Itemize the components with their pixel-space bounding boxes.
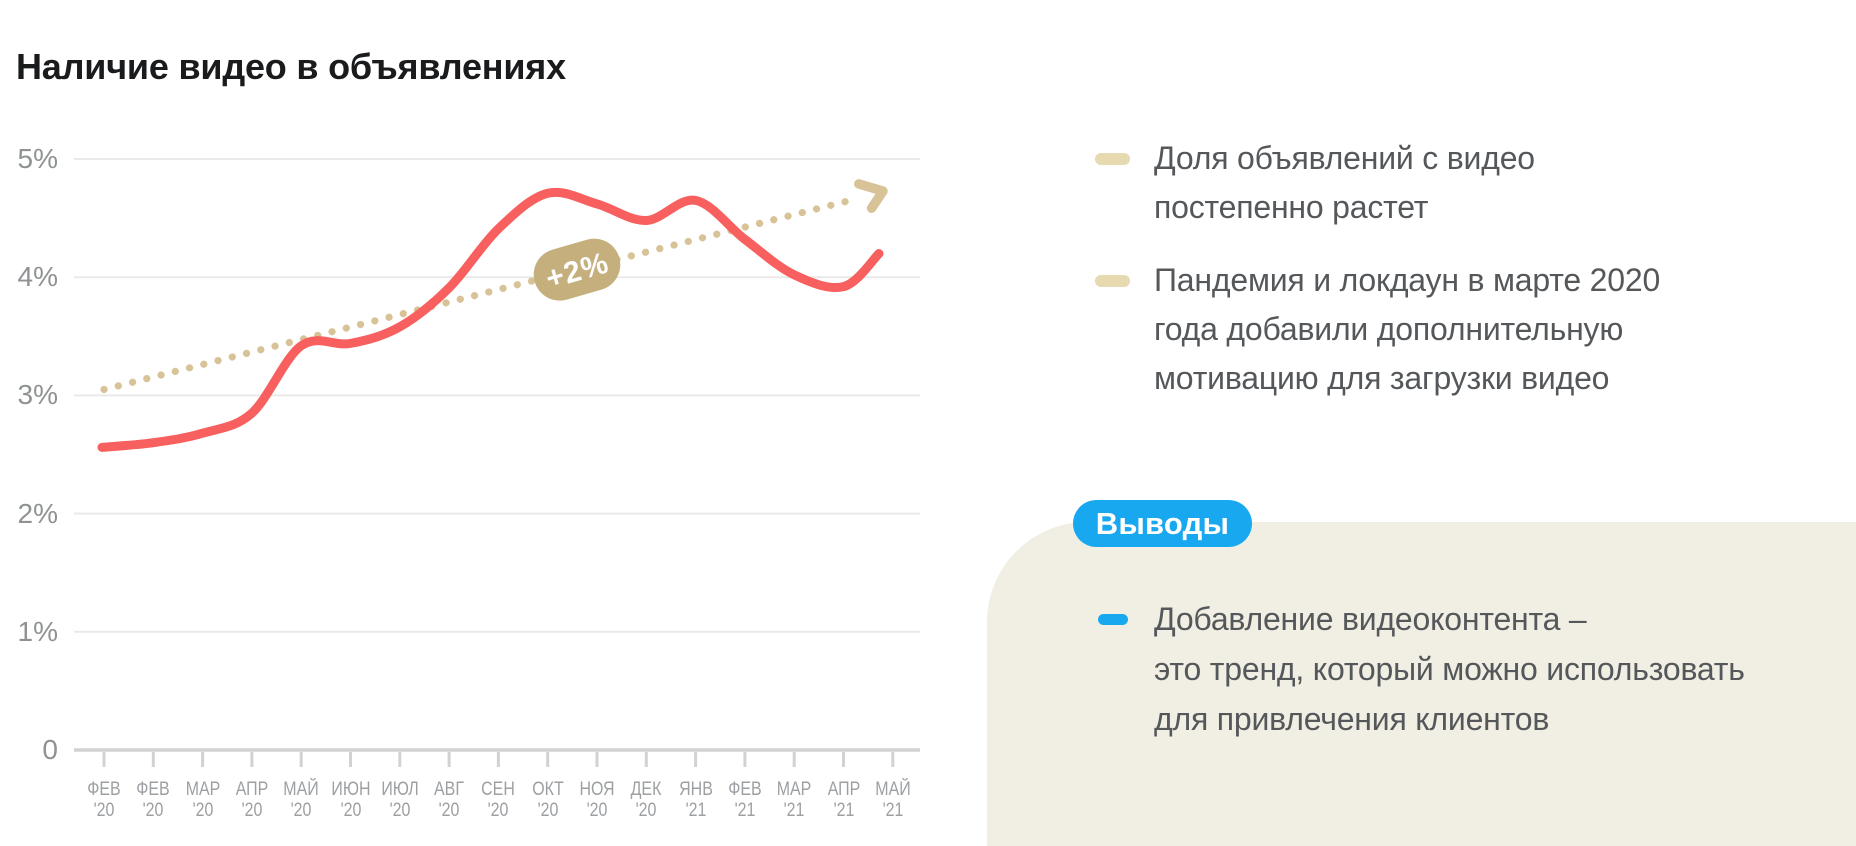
x-tick-year: '20 [290,800,312,821]
x-tick-month: АПР [235,779,269,800]
y-tick-label: 0 [42,734,58,765]
x-tick-year: '21 [882,800,904,821]
insight-item: Доля объявлений с видео постепенно расте… [1095,134,1815,232]
conclusion-text: Добавление видеоконтента – это тренд, ко… [1154,594,1745,744]
x-tick-month: АВГ [434,779,465,800]
x-tick-month: МАР [776,779,812,800]
conclusions-badge: Выводы [1073,500,1252,547]
insight-line: мотивацию для загрузки видео [1154,360,1610,396]
x-tick-year: '20 [586,800,608,821]
insight-line: Доля объявлений с видео [1154,140,1535,176]
x-tick-year: '20 [142,800,164,821]
x-tick-month: СЕН [481,779,516,800]
trend-dots [100,197,850,394]
conclusions-panel [987,522,1856,846]
y-tick-label: 1% [17,615,58,647]
x-tick-month: ДЕК [630,779,662,800]
x-tick-month: ФЕВ [728,779,762,800]
x-tick-label: АВГ '20 [415,779,482,821]
trend-badge-pill [533,238,621,301]
insight-text: Доля объявлений с видео постепенно расте… [1154,134,1535,232]
insight-text: Пандемия и локдаун в марте 2020 года доб… [1154,256,1660,403]
x-tick-label: ФЕВ '21 [711,779,778,821]
x-tick-month: ИЮЛ [381,779,419,800]
insight-line: Пандемия и локдаун в марте 2020 [1154,262,1661,298]
chart-area: +2% 5% 4% 3% 2% 1% 0 ФЕВ '20 ФЕВ '20 МАР '20 АПР '20… [17,143,926,821]
x-tick-label: СЕН '20 [465,779,532,821]
x-tick-year: '20 [241,800,263,821]
x-tick-year: '21 [783,800,805,821]
y-tick-label: 2% [17,497,58,529]
x-tick-month: ФЕВ [87,779,121,800]
x-tick-label: АПР '20 [218,779,285,821]
tan-dash-bullet-icon [1095,275,1130,287]
line-chart: +2% [74,158,920,767]
tan-dash-bullet-icon [1095,153,1130,165]
blue-dash-bullet-icon [1098,614,1128,625]
x-tick-year: '21 [833,800,854,821]
x-tick-label: НОЯ '20 [563,779,630,821]
y-tick-label: 3% [17,379,58,411]
insight-item: Пандемия и локдаун в марте 2020 года доб… [1095,256,1815,403]
x-tick-label: ФЕВ '20 [120,779,187,821]
x-tick-label: МАЙ '20 [268,779,335,821]
x-tick-label: ИЮЛ '20 [366,779,433,821]
y-tick-label: 4% [17,261,58,293]
x-tick-year: '20 [635,800,657,821]
conclusions-badge-label: Выводы [1095,505,1230,541]
x-tick-year: '20 [93,800,115,821]
x-tick-month: ФЕВ [136,779,171,800]
x-tick-month: ИЮН [330,779,371,800]
x-tick-year: '20 [438,800,460,821]
y-tick-label: 5% [17,143,58,174]
trend-badge: +2% [533,238,621,301]
x-tick-year: '20 [340,800,361,821]
insight-line: постепенно растет [1154,189,1429,225]
x-tick-year: '20 [537,800,559,821]
x-tick-label: ИЮН '20 [317,779,384,821]
x-tick-label: МАР '21 [761,779,828,821]
insight-line: года добавили дополнительную [1154,311,1624,347]
x-tick-month: МАЙ [875,779,911,800]
x-tick-month: ЯНВ [678,779,713,800]
x-tick-label: ФЕВ '20 [70,779,137,821]
video-share-curve [97,187,884,452]
conclusion-line: это тренд, который можно использовать [1154,651,1745,687]
arrow-head-icon [854,179,888,213]
trend-dotted-line [100,197,850,394]
x-tick-label: ДЕК '20 [613,779,680,821]
x-tick-year: '21 [734,800,756,821]
x-tick-month: МАР [185,779,220,800]
conclusion-item: Добавление видеоконтента – это тренд, ко… [1098,594,1838,744]
x-tick-year: '20 [487,800,509,821]
conclusion-line: Добавление видеоконтента – [1154,601,1587,637]
x-tick-label: ОКТ '20 [514,779,581,821]
x-tick-month: ОКТ [531,779,564,800]
page-title: Наличие видео в объявлениях [16,46,566,87]
x-tick-label: МАЙ '21 [859,779,926,821]
gridlines [74,158,920,633]
x-tick-year: '20 [192,800,213,821]
conclusion-line: для привлечения клиентов [1154,701,1550,737]
x-tick-month: МАЙ [283,779,319,800]
x-tick-year: '20 [389,800,411,821]
x-tick-month: АПР [827,779,860,800]
x-tick-label: ЯНВ '21 [662,779,729,821]
x-tick-year: '21 [685,800,706,821]
x-tick-label: АПР '21 [810,779,877,821]
x-tick-month: НОЯ [579,779,615,800]
trend-arrow-icon [854,179,888,213]
x-tick-label: МАР '20 [169,779,236,821]
x-axis [74,748,920,767]
